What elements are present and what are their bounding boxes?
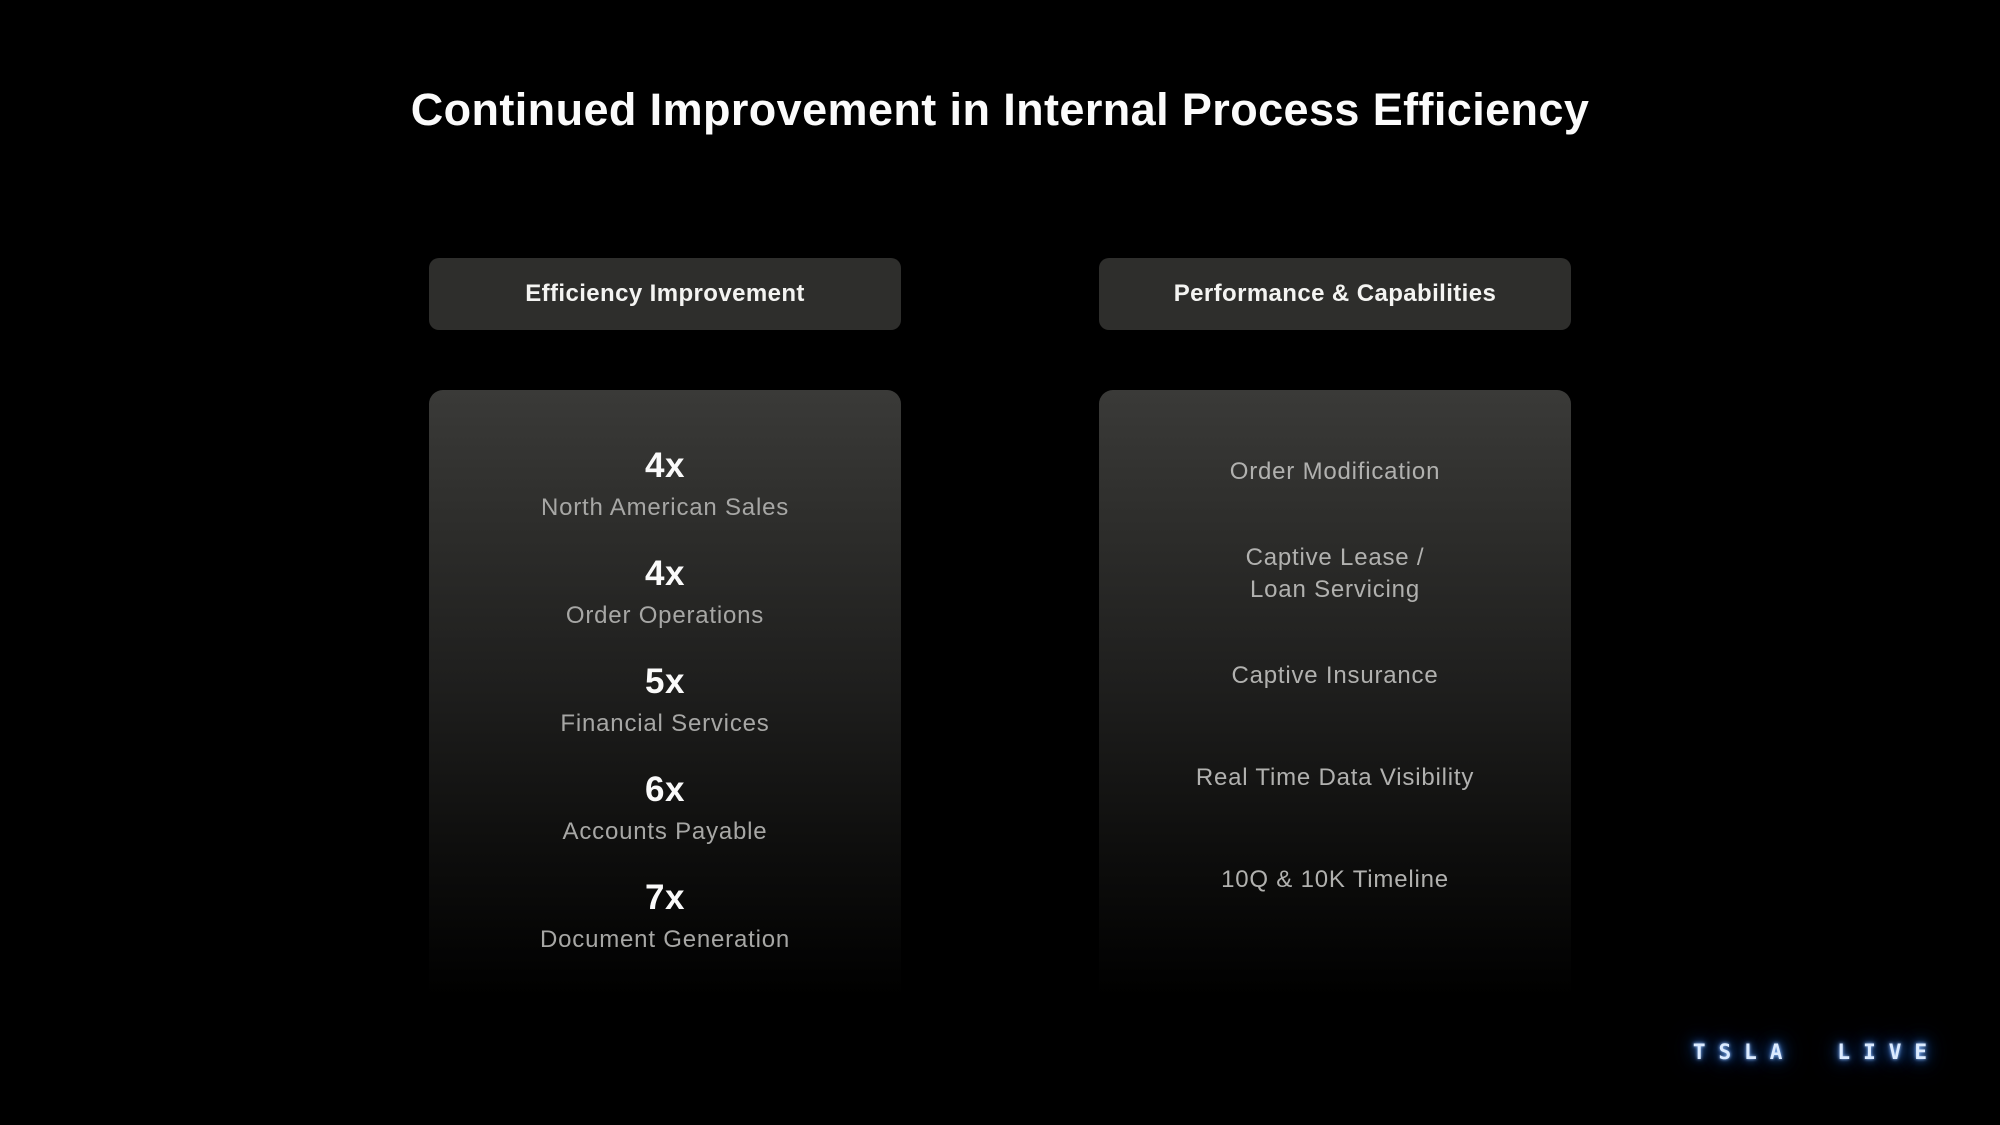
metric-label: North American Sales [540,494,790,521]
capability-item: Captive Insurance [1231,662,1439,689]
content-panels: 4x North American Sales 4x Order Operati… [0,390,2000,1010]
metric-item: 4x North American Sales [429,442,901,526]
metric-value: 5x [645,662,685,701]
efficiency-improvement-header-pill: Efficiency Improvement [429,258,901,330]
metric-label: Financial Services [560,710,770,737]
metric-label: Order Operations [565,602,765,629]
metric-item: 6x Accounts Payable [429,766,901,850]
page-title: Continued Improvement in Internal Proces… [410,84,1590,135]
column-headers: Efficiency Improvement Performance & Cap… [0,258,2000,330]
watermark-brand-text: TSLA [1692,1040,1796,1064]
metric-item: 4x Order Operations [429,550,901,634]
watermark-suffix-text: LIVE [1837,1040,1940,1064]
efficiency-metrics-panel: 4x North American Sales 4x Order Operati… [429,390,901,1010]
capability-item: Order Modification [1229,458,1441,485]
metric-item: 7x Document Generation [429,874,901,958]
tsla-live-watermark: TSLA LIVE [1693,1040,1940,1064]
metric-value: 4x [645,446,685,485]
metric-value: 4x [645,554,685,593]
metric-value: 7x [645,878,685,917]
performance-capabilities-panel: Order Modification Captive Lease / Loan … [1099,390,1571,1010]
metric-item: 5x Financial Services [429,658,901,742]
capability-item: 10Q & 10K Timeline [1221,866,1449,893]
capability-item: Captive Lease / Loan Servicing [1245,544,1425,603]
metric-label: Document Generation [540,926,790,953]
metric-value: 6x [645,770,685,809]
metric-label: Accounts Payable [562,818,768,845]
performance-capabilities-header-pill: Performance & Capabilities [1099,258,1571,330]
capability-item: Real Time Data Visibility [1195,764,1475,791]
